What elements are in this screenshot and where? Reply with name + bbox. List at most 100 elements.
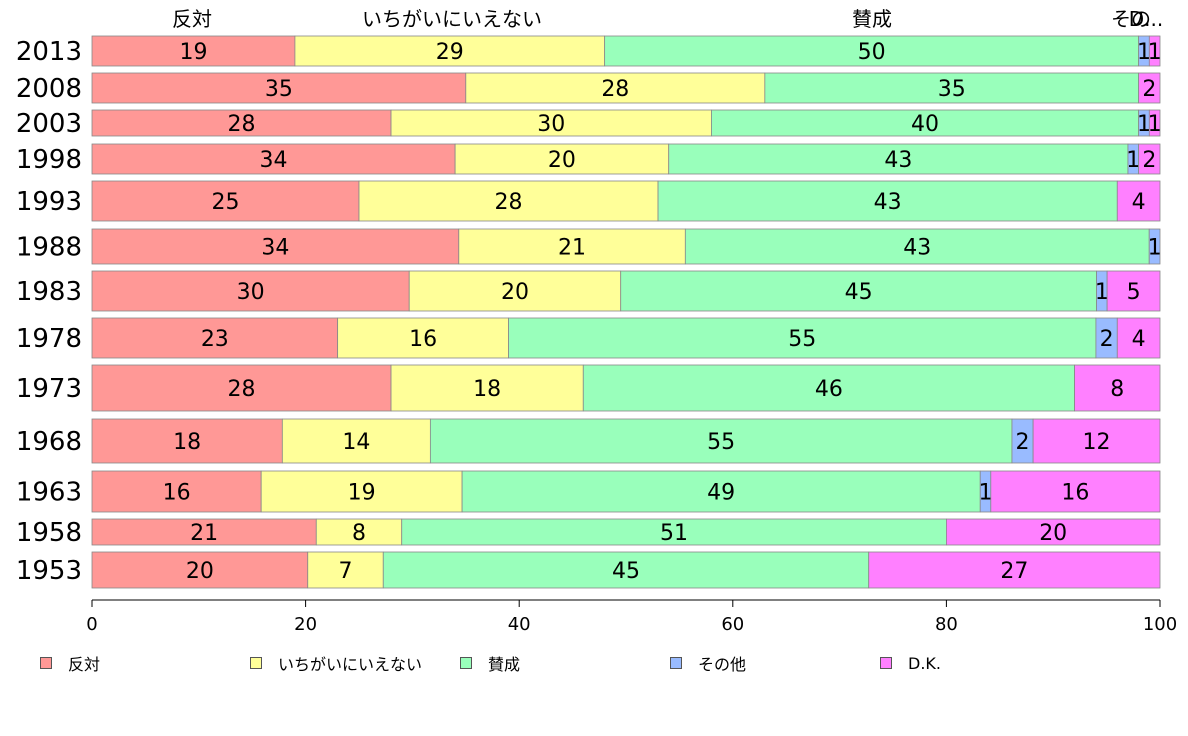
top-series-label: 賛成 [852, 7, 892, 31]
segment-label: 30 [237, 280, 265, 305]
legend-label-dk: D.K. [908, 653, 941, 673]
bar-segment [91, 72, 467, 104]
x-tick-label: 40 [508, 614, 531, 635]
segment-label: 14 [342, 430, 370, 455]
year-tick-label: 1958 [16, 518, 82, 548]
bar-segment [91, 35, 296, 67]
segment-label: 2 [1142, 77, 1156, 102]
segment-label: 4 [1132, 327, 1146, 352]
bar-segment [91, 518, 317, 546]
bar-segment [91, 317, 339, 359]
segment-label: 2 [1142, 148, 1156, 173]
top-series-label: いちがいにいえない [362, 7, 542, 31]
segment-label: 55 [788, 327, 816, 352]
legend-label-ichigai: いちがいにいえない [278, 655, 423, 674]
x-tick-label: 80 [935, 614, 958, 635]
bar-segment [337, 317, 509, 359]
bar-segment [868, 551, 1161, 589]
segment-label: 1 [1148, 112, 1162, 137]
top-series-label: D... [1129, 7, 1163, 31]
legend-label-sansei: 賛成 [488, 655, 521, 674]
segment-label: 30 [537, 112, 565, 137]
bar-segment [1116, 180, 1161, 222]
segment-label: 27 [1000, 559, 1028, 584]
segment-label: 8 [1110, 377, 1124, 402]
segment-label: 21 [190, 521, 218, 546]
legend-item-hantai: 反対 [40, 648, 100, 678]
segment-label: 28 [601, 77, 629, 102]
segment-label: 45 [845, 280, 873, 305]
segment-label: 35 [938, 77, 966, 102]
bar-segment [604, 35, 1140, 67]
bar-segment [1148, 35, 1161, 67]
legend-item-dk: D.K. [880, 648, 941, 678]
segment-label: 34 [260, 148, 288, 173]
bar-segment [711, 109, 1140, 137]
legend-item-sansei: 賛成 [460, 648, 520, 678]
bar-segment [382, 551, 870, 589]
segment-label: 16 [409, 327, 437, 352]
bar-segment [260, 470, 463, 513]
year-tick-label: 1993 [16, 187, 82, 217]
segment-label: 4 [1132, 190, 1146, 215]
segment-label: 1 [1095, 280, 1109, 305]
segment-label: 20 [548, 148, 576, 173]
segment-label: 23 [201, 327, 229, 352]
segment-label: 20 [1039, 521, 1067, 546]
segment-label: 46 [815, 377, 843, 402]
bar-segment [1148, 228, 1161, 265]
segment-label: 16 [1061, 481, 1089, 506]
bar-segment [307, 551, 384, 589]
segment-label: 1 [1148, 236, 1162, 261]
legend-label-hantai: 反対 [68, 655, 101, 674]
bar-segment [684, 228, 1150, 265]
segment-label: 43 [903, 236, 931, 261]
segment-label: 1 [1137, 112, 1151, 137]
segment-label: 34 [261, 236, 289, 261]
segment-label: 28 [495, 190, 523, 215]
segment-label: 1 [979, 481, 993, 506]
legend-label-sonota: その他 [698, 655, 747, 674]
bar-segment [429, 418, 1013, 464]
bar-segment [1138, 143, 1161, 175]
bar-segment [390, 109, 712, 137]
bar-segment [461, 470, 981, 513]
x-tick-label: 100 [1143, 614, 1177, 635]
year-tick-label: 2013 [16, 37, 82, 67]
bar-segment [1032, 418, 1161, 464]
segment-label: 55 [707, 430, 735, 455]
segment-label: 1 [1148, 40, 1162, 65]
bar-segment [281, 418, 431, 464]
bar-segment [1148, 109, 1161, 137]
year-tick-label: 2008 [16, 74, 82, 104]
segment-label: 5 [1127, 280, 1141, 305]
segment-label: 2 [1016, 430, 1030, 455]
legend: 反対 いちがいにいえない 賛成 その他 D.K. [0, 648, 1188, 678]
legend-item-sonota: その他 [670, 648, 746, 678]
bar-segment [508, 317, 1097, 359]
segment-label: 19 [179, 40, 207, 65]
segment-label: 1 [1126, 148, 1140, 173]
bar-segment [91, 270, 410, 312]
bar-segment [390, 364, 584, 412]
legend-swatch-sonota [670, 657, 682, 669]
segment-label: 40 [911, 112, 939, 137]
segment-label: 49 [707, 481, 735, 506]
segment-label: 20 [186, 559, 214, 584]
segment-label: 16 [163, 481, 191, 506]
bar-segment [91, 228, 460, 265]
segment-label: 21 [558, 236, 586, 261]
segment-label: 1 [1137, 40, 1151, 65]
segment-label: 35 [265, 77, 293, 102]
segment-label: 43 [884, 148, 912, 173]
segment-label: 2 [1100, 327, 1114, 352]
segment-label: 19 [348, 481, 376, 506]
segment-label: 18 [173, 430, 201, 455]
segment-label: 29 [436, 40, 464, 65]
year-tick-label: 1953 [16, 556, 82, 586]
bar-segment [620, 270, 1097, 312]
bar-segment [91, 551, 309, 589]
top-series-label: その [1111, 7, 1151, 31]
year-tick-label: 1978 [16, 324, 82, 354]
